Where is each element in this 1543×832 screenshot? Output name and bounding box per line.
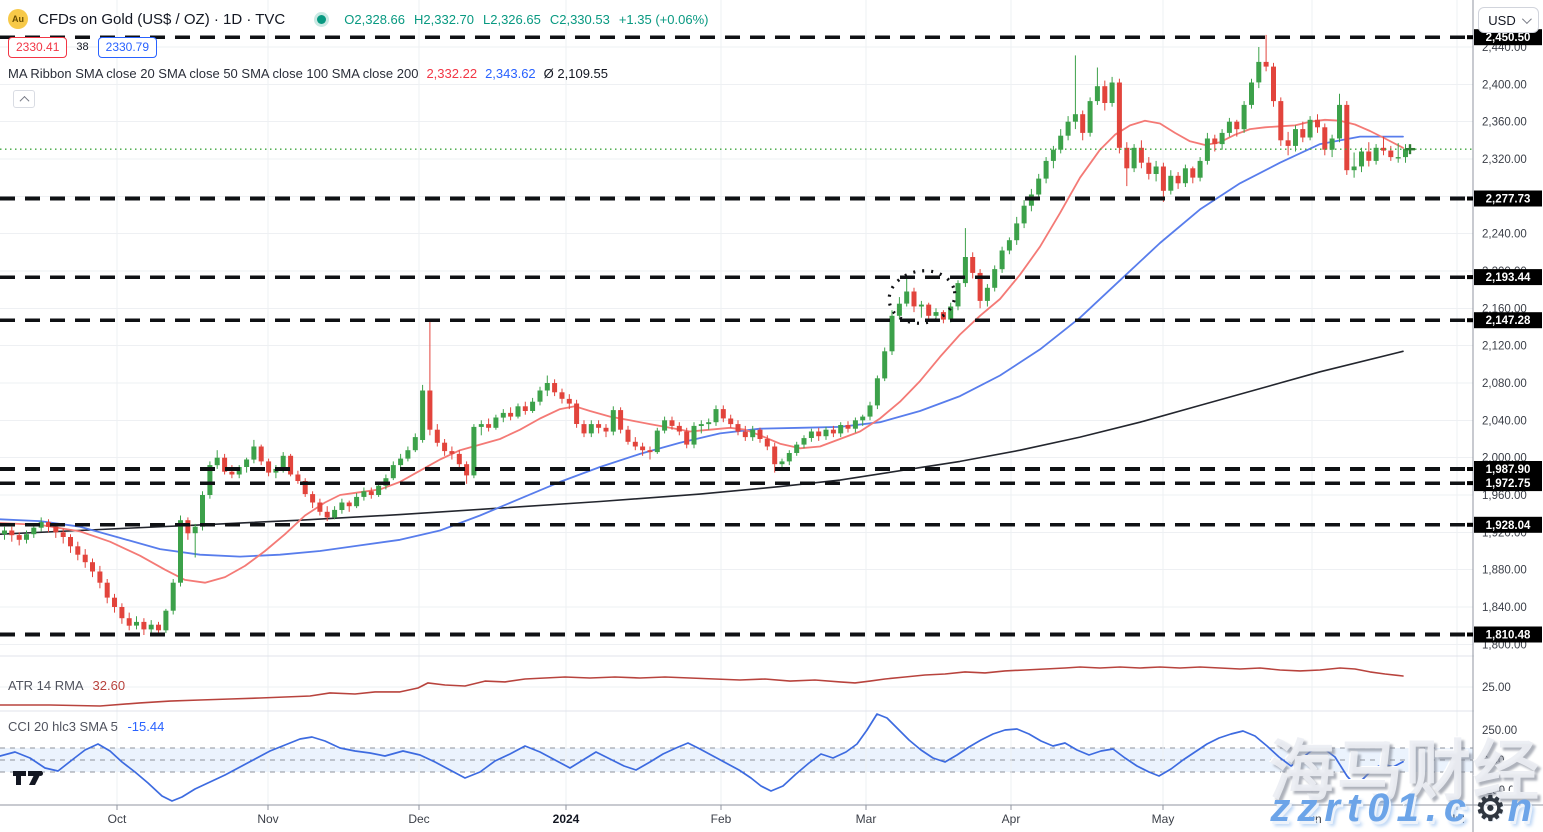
svg-text:1,810.48: 1,810.48: [1486, 630, 1531, 642]
time-axis-labels: Oct Nov Dec 2024 Feb Mar Apr May Jun Jul: [108, 812, 1465, 826]
svg-text:Jun: Jun: [1302, 812, 1321, 826]
cci-pane-header[interactable]: CCI 20 hlc3 SMA 5 -15.44: [8, 719, 164, 734]
pattern-annotation-ellipse[interactable]: [885, 266, 959, 329]
svg-text:Oct: Oct: [108, 812, 127, 826]
svg-text:Apr: Apr: [1002, 812, 1021, 826]
svg-text:1,928.04: 1,928.04: [1486, 520, 1531, 532]
atr-value: 32.60: [92, 678, 126, 693]
svg-text:1,987.90: 1,987.90: [1486, 464, 1531, 476]
svg-text:2,360.00: 2,360.00: [1482, 117, 1527, 129]
ohlc-values: O2,328.66 H2,332.70 L2,326.65 C2,330.53 …: [344, 12, 708, 27]
gold-symbol-icon: Au: [8, 9, 28, 29]
open-label: O: [344, 11, 355, 27]
bid-ask-row: 2330.41 38 2330.79: [8, 36, 158, 58]
close-label: C: [549, 11, 560, 27]
chevron-up-icon: [19, 95, 29, 106]
support-resistance-levels[interactable]: [0, 35, 1473, 637]
cci-label: CCI 20 hlc3 SMA 5: [8, 719, 118, 734]
svg-text:Nov: Nov: [257, 812, 278, 826]
sell-button[interactable]: 2330.41: [8, 36, 68, 58]
level-price-badge: 1,810.48: [1467, 626, 1542, 643]
ma-average-value: Ø 2,109.55: [543, 66, 608, 81]
svg-text:Dec: Dec: [408, 812, 429, 826]
level-price-badge: 2,450.50: [1467, 29, 1542, 46]
svg-text:Feb: Feb: [711, 812, 732, 826]
svg-text:2,040.00: 2,040.00: [1482, 415, 1527, 427]
symbol-header: Au CFDs on Gold (US$ / OZ) · 1D · TVC O2…: [8, 7, 708, 31]
svg-text:2024: 2024: [553, 812, 580, 826]
close-value: 2,330.53: [559, 11, 610, 27]
spread-value: 38: [76, 41, 89, 53]
atr-line: [0, 666, 1404, 707]
chevron-down-icon: [1521, 13, 1532, 24]
currency-value: USD: [1488, 12, 1516, 28]
change-value: +1.35 (+0.06%): [618, 11, 709, 27]
svg-text:2,120.00: 2,120.00: [1482, 341, 1527, 353]
level-price-badge: 2,147.28: [1467, 312, 1542, 329]
tradingview-logo-icon[interactable]: [13, 770, 45, 786]
svg-text:25.00: 25.00: [1482, 682, 1511, 694]
svg-text:1,960.00: 1,960.00: [1482, 490, 1527, 502]
high-label: H: [414, 11, 424, 27]
level-price-badge: 1,987.90: [1467, 461, 1542, 477]
svg-text:Jul: Jul: [1449, 812, 1464, 826]
currency-dropdown[interactable]: USD: [1478, 7, 1539, 33]
low-label: L: [483, 11, 491, 27]
indicator-header: MA Ribbon SMA close 20 SMA close 50 SMA …: [8, 66, 608, 81]
svg-text:2,147.28: 2,147.28: [1486, 315, 1531, 327]
cci-value: -15.44: [127, 719, 165, 734]
low-value: 2,326.65: [490, 11, 541, 27]
buy-button[interactable]: 2330.79: [97, 36, 158, 58]
level-price-badge: 2,193.44: [1467, 269, 1542, 286]
ma50-value: 2,343.62: [485, 66, 536, 81]
svg-text:1,972.75: 1,972.75: [1486, 478, 1531, 490]
ma-ribbon-lines: [0, 118, 1404, 584]
svg-text:May: May: [1152, 812, 1175, 826]
svg-text:1,880.00: 1,880.00: [1482, 565, 1527, 577]
open-value: 2,328.66: [354, 11, 405, 27]
svg-text:2,320.00: 2,320.00: [1482, 154, 1527, 166]
last-price-marker: [1405, 144, 1415, 155]
level-price-badge: 2,277.73: [1467, 190, 1542, 207]
market-status-icon: [317, 14, 327, 24]
grid: [0, 0, 1543, 805]
svg-text:0.00: 0.00: [1482, 755, 1504, 767]
symbol-title[interactable]: CFDs on Gold (US$ / OZ) · 1D · TVC: [38, 10, 286, 28]
svg-text:2,277.73: 2,277.73: [1486, 194, 1531, 206]
ma-ribbon-label[interactable]: MA Ribbon SMA close 20 SMA close 50 SMA …: [8, 66, 419, 81]
high-value: 2,332.70: [423, 11, 474, 27]
svg-text:2,193.44: 2,193.44: [1486, 272, 1531, 284]
svg-text:2,240.00: 2,240.00: [1482, 229, 1527, 241]
svg-text:2,450.50: 2,450.50: [1486, 32, 1531, 44]
svg-text:Mar: Mar: [856, 812, 877, 826]
collapse-indicators-button[interactable]: [13, 90, 35, 108]
level-price-badge: 1,928.04: [1467, 516, 1542, 533]
svg-text:-250.00: -250.00: [1482, 785, 1521, 797]
svg-text:1,840.00: 1,840.00: [1482, 602, 1527, 614]
atr-label: ATR 14 RMA: [8, 678, 83, 693]
price-axis-labels: 2,440.002,400.002,360.002,320.002,280.00…: [1467, 29, 1542, 797]
ma20-value: 2,332.22: [426, 66, 478, 81]
svg-text:250.00: 250.00: [1482, 725, 1517, 737]
svg-text:2,080.00: 2,080.00: [1482, 378, 1527, 390]
candlestick-series: [2, 34, 1408, 635]
cci-line: [0, 713, 1404, 802]
current-price-line: [0, 144, 1473, 155]
level-price-badge: 1,972.75: [1467, 475, 1542, 492]
svg-text:2,400.00: 2,400.00: [1482, 79, 1527, 91]
atr-pane-header[interactable]: ATR 14 RMA 32.60: [8, 678, 125, 693]
